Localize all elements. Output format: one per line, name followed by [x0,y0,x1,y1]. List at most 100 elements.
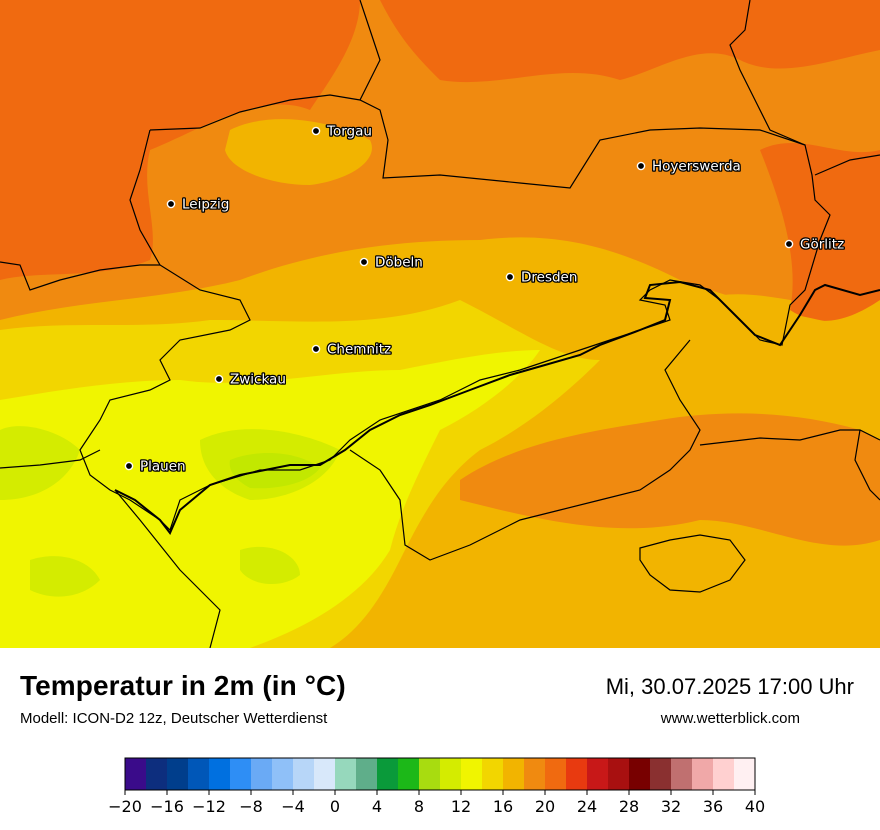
field-patch-14-west [0,426,80,500]
field-band-22-southeast [460,413,880,546]
colorbar-tick-label: −12 [192,797,226,816]
boundary-northeast [729,0,806,146]
colorbar-cell [314,758,336,790]
city-hoyerswerda: Hoyerswerda [636,157,742,176]
colorbar-cell [587,758,609,790]
colorbar-cell [671,758,693,790]
boundary-cz-east2 [854,429,880,501]
field-patch-14-south2 [240,546,300,585]
colorbar-tick-label: 4 [372,797,382,816]
colorbar-cell [209,758,231,790]
colorbar-cell [503,758,525,790]
map-canvas: Torgau Leipzig Hoyerswerda Döbeln Dresden Gör… [0,0,880,649]
city-label: Döbeln [375,255,423,271]
boundary-cz-region [349,339,701,561]
colorbar-cell [377,758,399,790]
city-dot-icon [359,257,369,267]
colorbar-tick-label: 20 [535,797,555,816]
city-dot-icon [124,461,134,471]
city-plauen: Plauen [124,457,187,476]
city-dot-icon [784,239,794,249]
colorbar-cell [650,758,672,790]
city-label: Görlitz [800,237,844,253]
colorbar-cell [524,758,546,790]
colorbar-cell [272,758,294,790]
city-label: Plauen [140,459,186,475]
city-dot-icon [166,199,176,209]
colorbar-cell [251,758,273,790]
field-band-24-east [760,142,880,321]
colorbar-cell [230,758,252,790]
temperature-colorbar: −20 −16 −12 −8 −4 0 4 8 12 16 20 24 28 32 36 40 [108,757,765,816]
city-dot-icon [636,161,646,171]
boundary-north [359,0,381,101]
colorbar-tick-label: −8 [239,797,263,816]
city-label: Chemnitz [327,342,391,358]
colorbar-cell [398,758,420,790]
city-label: Dresden [521,270,577,286]
field-band-16 [0,350,540,648]
colorbar-cell [608,758,630,790]
colorbar-cell [692,758,714,790]
colorbar-tick-label: 16 [493,797,513,816]
city-torgau: Torgau [311,122,373,141]
map-footer: Temperatur in 2m (in °C) Modell: ICON-D2… [0,648,880,830]
field-band-24-northwest [0,0,360,280]
colorbar-cell [629,758,651,790]
city-label: Torgau [326,124,372,140]
city-label: Hoyerswerda [652,159,741,175]
colorbar-cell [419,758,441,790]
colorbar-cell [356,758,378,790]
city-dot-icon [311,126,321,136]
boundary-southwest [0,449,101,469]
colorbar-frame [124,757,756,791]
boundary-prague [639,534,746,593]
colorbar-cell [293,758,315,790]
website-link[interactable]: www.wetterblick.com [660,710,800,727]
colorbar-cell [545,758,567,790]
city-zwickau: Zwickau [214,370,287,389]
colorbar-cell [713,758,735,790]
colorbar-cell [440,758,462,790]
city-chemnitz: Chemnitz [311,340,392,359]
city-dbeln: Döbeln [359,253,424,272]
colorbar-cell [125,758,147,790]
boundary-cz-east [699,429,880,446]
forecast-datetime: Mi, 30.07.2025 17:00 Uhr [605,674,854,699]
cities-layer: Torgau Leipzig Hoyerswerda Döbeln Dresden Gör… [124,122,845,476]
city-leipzig: Leipzig [166,195,231,214]
boundary-bavaria [114,489,221,649]
colorbar-tick-label: 24 [577,797,597,816]
colorbar-cell [146,758,168,790]
colorbar-tick-label: 0 [330,797,340,816]
colorbar-cell [167,758,189,790]
colorbar-cell [482,758,504,790]
colorbar-cell [188,758,210,790]
colorbar-cell [335,758,357,790]
field-patch-20-torgau [225,119,372,185]
boundary-west [0,261,160,291]
city-grlitz: Görlitz [784,235,845,254]
model-source: Modell: ICON-D2 12z, Deutscher Wetterdie… [20,710,328,727]
colorbar-tick-label: 8 [414,797,424,816]
colorbar-tick-label: 36 [703,797,723,816]
colorbar-tick-label: −20 [108,797,142,816]
field-band-24-north [380,0,880,83]
temperature-map: Torgau Leipzig Hoyerswerda Döbeln Dresden Gör… [0,0,880,649]
colorbar-cell [461,758,483,790]
colorbar-tick-label: −4 [281,797,305,816]
state-border [79,94,831,532]
borders [0,0,880,649]
city-dresden: Dresden [505,268,579,287]
colorbar-tick-label: 40 [745,797,765,816]
city-label: Zwickau [230,372,286,388]
colorbar-cell [734,758,756,790]
colorbar-tick-label: 28 [619,797,639,816]
field-patch-14-south [30,556,100,597]
colorbar-tick-label: −16 [150,797,184,816]
field-patch-12-center [229,453,320,489]
city-dot-icon [311,344,321,354]
city-dot-icon [214,374,224,384]
colorbar-tick-label: 32 [661,797,681,816]
national-border [114,280,880,535]
